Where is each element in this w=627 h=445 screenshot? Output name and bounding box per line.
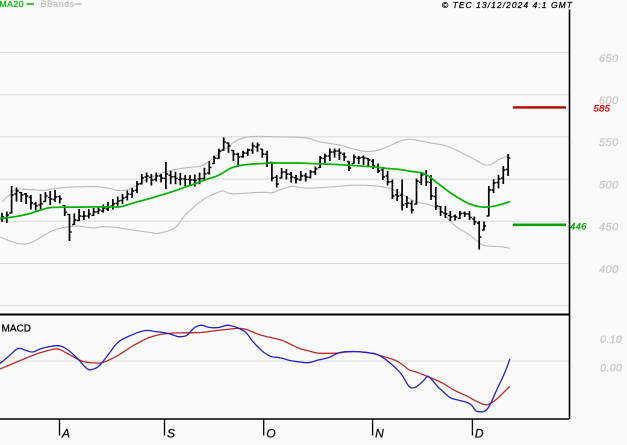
- svg-text:446: 446: [570, 222, 587, 233]
- svg-text:BBands: BBands: [41, 0, 75, 9]
- svg-text:550: 550: [599, 137, 619, 149]
- svg-text:MACD: MACD: [2, 323, 31, 334]
- svg-text:400: 400: [599, 264, 619, 276]
- svg-text:© TEC 13/12/2024 4:1 GMT: © TEC 13/12/2024 4:1 GMT: [442, 0, 573, 10]
- svg-text:D: D: [475, 427, 484, 441]
- svg-text:650: 650: [599, 53, 619, 65]
- svg-text:O: O: [266, 427, 275, 441]
- svg-text:0.00: 0.00: [600, 362, 623, 374]
- svg-text:0.10: 0.10: [600, 334, 623, 346]
- svg-text:500: 500: [599, 179, 619, 191]
- svg-text:585: 585: [594, 104, 611, 115]
- svg-text:N: N: [375, 427, 384, 441]
- svg-text:600: 600: [599, 95, 619, 107]
- svg-text:450: 450: [599, 222, 619, 234]
- svg-text:A: A: [61, 427, 70, 441]
- svg-text:S: S: [167, 427, 175, 441]
- svg-text:MA20: MA20: [0, 0, 24, 9]
